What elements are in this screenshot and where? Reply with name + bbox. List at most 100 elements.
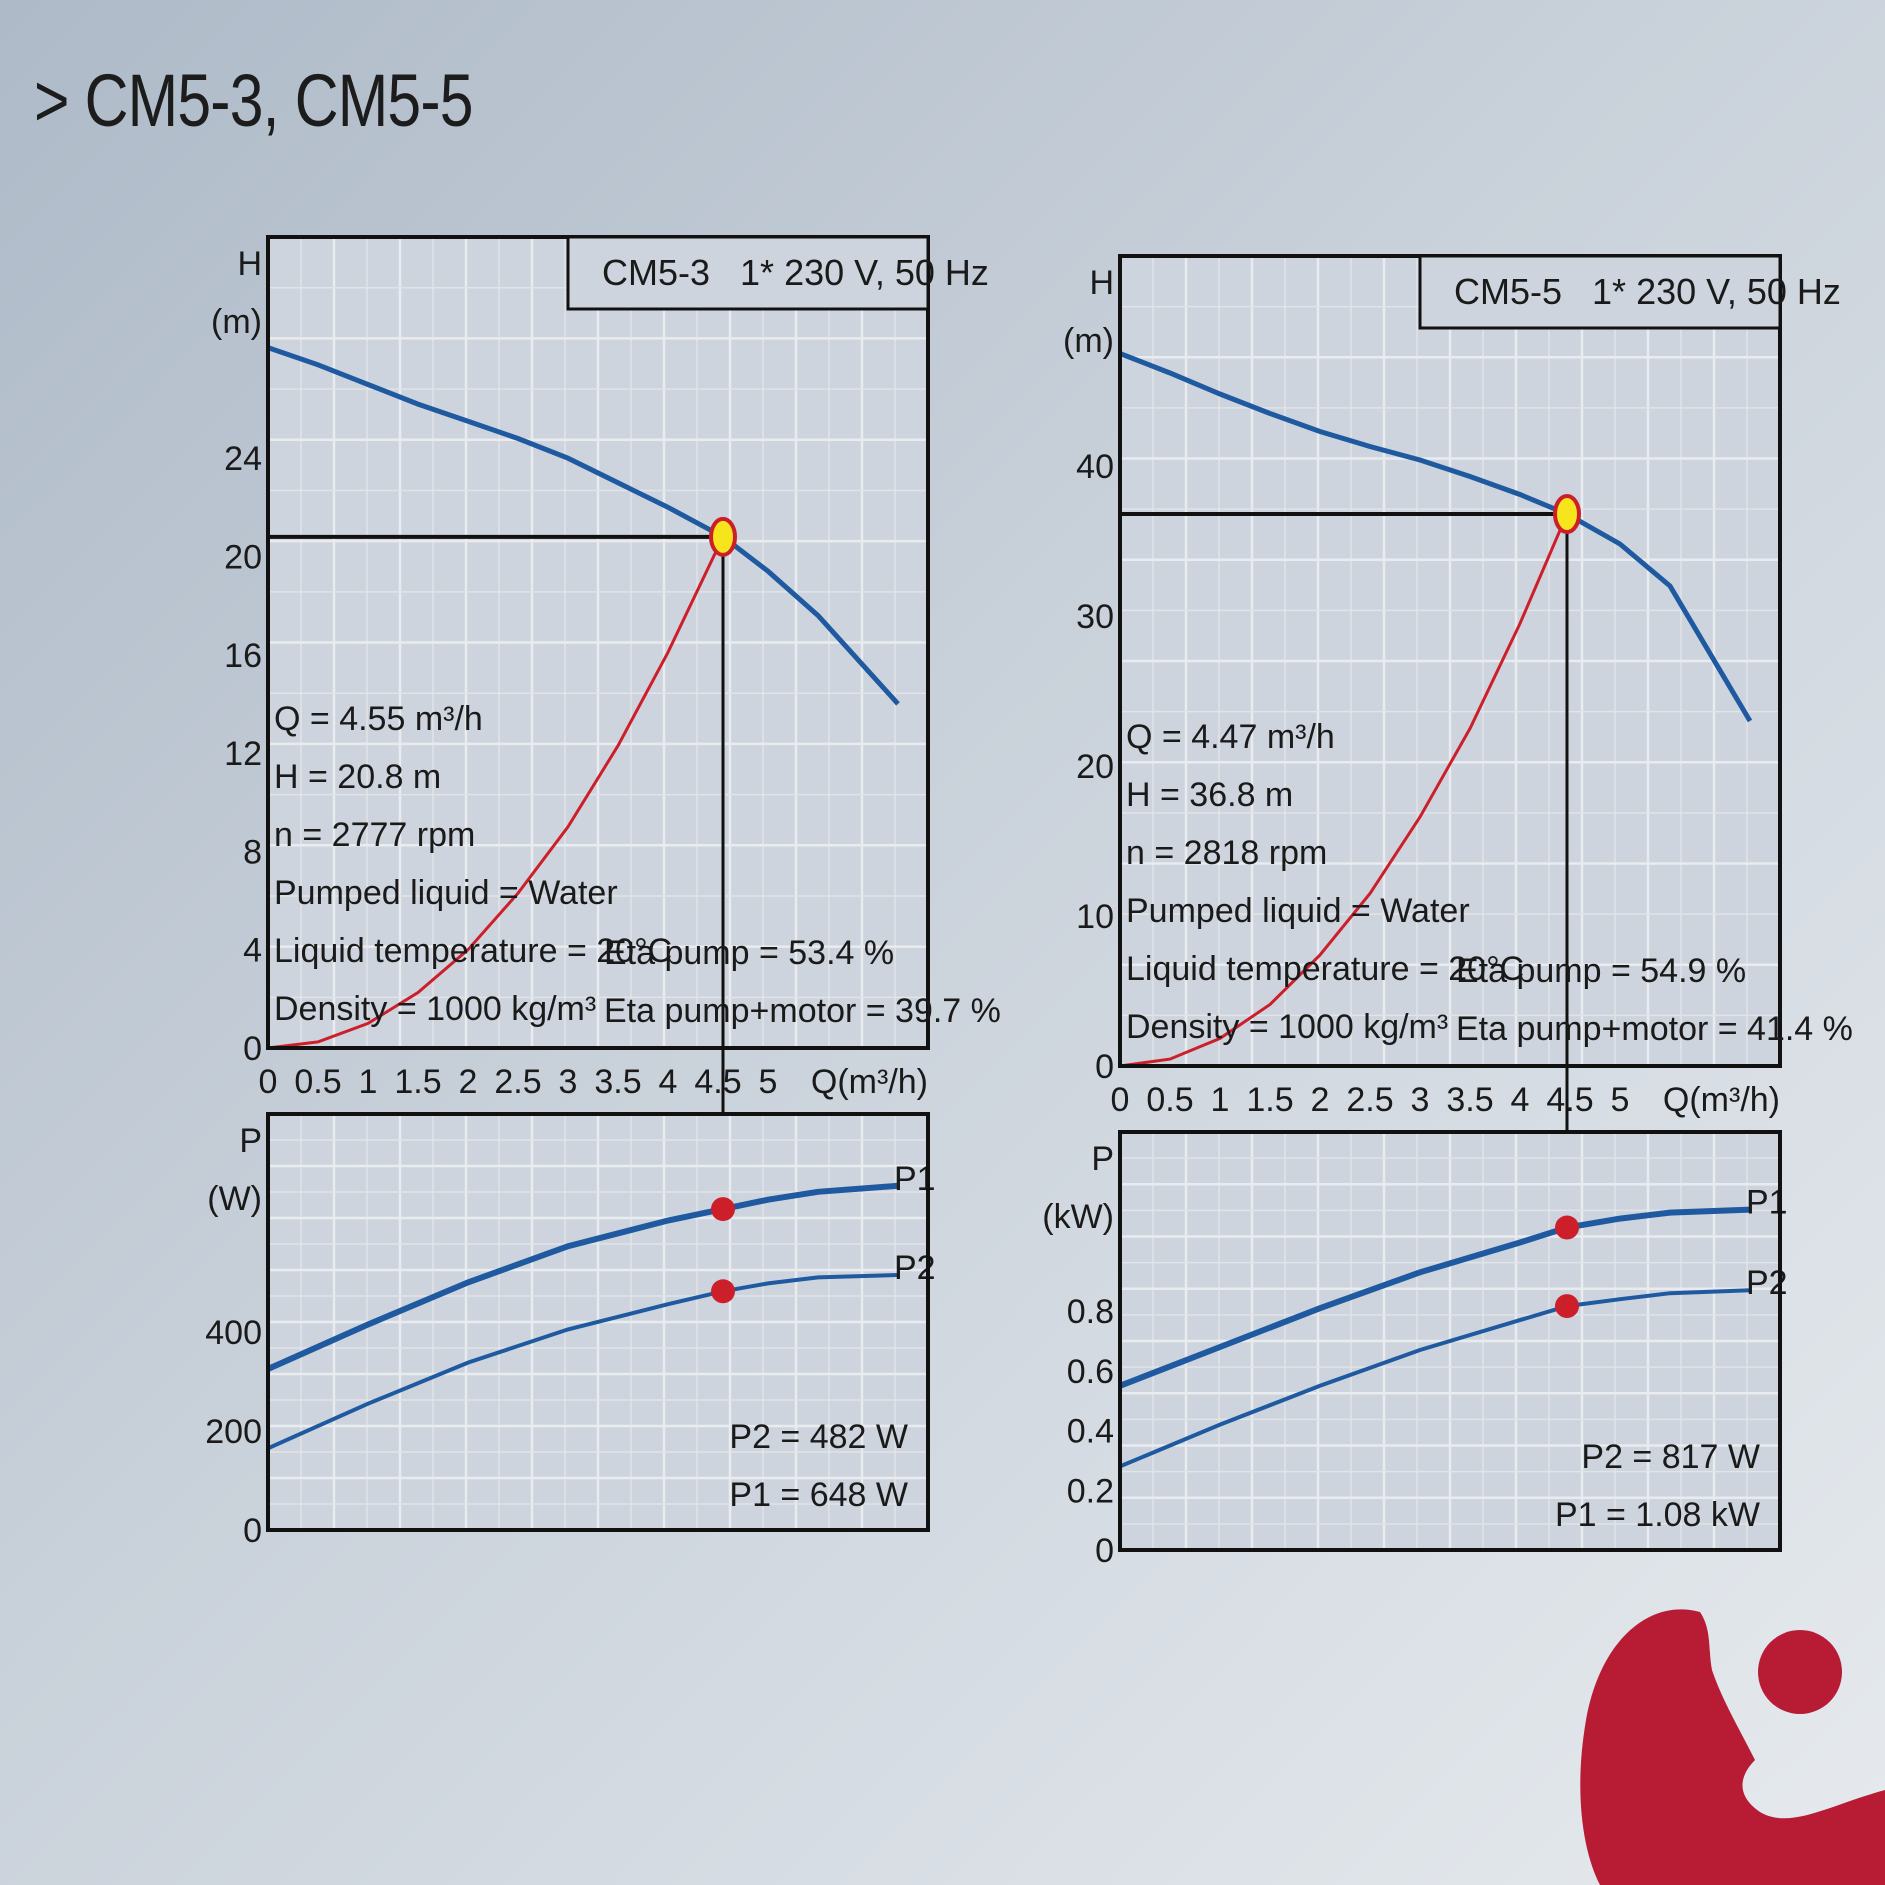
operating-info-line: H = 36.8 m [1126, 776, 1293, 814]
xtick-label: 0.5 [294, 1063, 341, 1101]
head-ytick-label: 8 [243, 833, 262, 871]
power-ylabel: P [1091, 1140, 1114, 1178]
operating-info-line: Q = 4.55 m³/h [274, 700, 483, 738]
head-ytick-label: 30 [1076, 598, 1114, 636]
operating-info-line: Liquid temperature = 20°C [274, 932, 672, 970]
xtick-label: 3 [1411, 1081, 1430, 1119]
head-grid [268, 237, 928, 1048]
xtick-label: 4.5 [694, 1063, 741, 1101]
head-ytick-label: 20 [224, 538, 262, 576]
xtick-label: 1.5 [394, 1063, 441, 1101]
operating-point [1553, 494, 1581, 534]
power-ytick-label: 0 [1095, 1532, 1114, 1570]
power-result-line: P2 = 482 W [729, 1418, 908, 1456]
head-ytick-label: 0 [243, 1030, 262, 1068]
power-operating-marker [711, 1279, 735, 1304]
xtick-label: 4.5 [1546, 1081, 1593, 1119]
power-ylabel: (kW) [1042, 1198, 1114, 1236]
head-ylabel: (m) [1063, 322, 1114, 360]
operating-info-line: Pumped liquid = Water [1126, 892, 1470, 930]
power-operating-marker [1555, 1215, 1579, 1240]
operating-info-line: Liquid temperature = 20°C [1126, 950, 1524, 988]
xtick-label: 2.5 [494, 1063, 541, 1101]
efficiency-line: Eta pump+motor = 41.4 % [1456, 1010, 1853, 1048]
xtick-label: 1 [1211, 1081, 1230, 1119]
operating-info-line: n = 2818 rpm [1126, 834, 1327, 872]
power-result-line: P1 = 648 W [729, 1476, 908, 1514]
xtick-label: 4 [659, 1063, 678, 1101]
xtick-label: 0 [1111, 1081, 1130, 1119]
operating-info-line: H = 20.8 m [274, 758, 441, 796]
xtick-label: 5 [759, 1063, 778, 1101]
power-ytick-label: 0.2 [1067, 1472, 1114, 1510]
xtick-label: 3 [559, 1063, 578, 1101]
logo-dot [1758, 1630, 1842, 1714]
power-ytick-label: 0.4 [1067, 1413, 1114, 1451]
head-ytick-label: 40 [1076, 448, 1114, 486]
power-operating-marker [1555, 1294, 1579, 1319]
power-P2-line [1119, 1288, 1751, 1469]
power-P2-line [267, 1273, 899, 1451]
power-operating-marker [711, 1197, 735, 1222]
efficiency-line: Eta pump = 54.9 % [1456, 952, 1746, 990]
power-ytick-label: 200 [205, 1413, 262, 1451]
power-ylabel: (W) [207, 1180, 262, 1218]
head-ytick-label: 12 [224, 735, 262, 773]
power-result-line: P1 = 1.08 kW [1555, 1496, 1760, 1534]
xtick-label: 1 [359, 1063, 378, 1101]
efficiency-line: Eta pump = 53.4 % [604, 934, 894, 972]
head-pump-curve-line [267, 345, 900, 706]
power-frame [266, 1112, 930, 1532]
operating-info-line: Q = 4.47 m³/h [1126, 718, 1335, 756]
head-ytick-label: 24 [224, 440, 262, 478]
xtick-label: 3.5 [1446, 1081, 1493, 1119]
x-axis-label: Q(m³/h) [1663, 1081, 1780, 1119]
xtick-label: 5 [1611, 1081, 1630, 1119]
operating-info-line: Density = 1000 kg/m³ [274, 990, 596, 1028]
page-title: > CM5-3, CM5-5 [34, 59, 473, 142]
head-system-curve-line [1119, 513, 1569, 1068]
chart-title-box [1418, 254, 1782, 330]
xtick-label: 0.5 [1146, 1081, 1193, 1119]
power-ytick-label: 400 [205, 1314, 262, 1352]
power-ytick-label: 0.6 [1067, 1353, 1114, 1391]
operating-info-line: Pumped liquid = Water [274, 874, 618, 912]
operating-point [709, 516, 737, 557]
power-ytick-label: 0 [243, 1512, 262, 1550]
head-ytick-label: 20 [1076, 748, 1114, 786]
xtick-label: 0 [259, 1063, 278, 1101]
head-pump-curve-line [1119, 351, 1753, 723]
chart-title: CM5-3 1* 230 V, 50 Hz [602, 252, 989, 293]
chart-title: CM5-5 1* 230 V, 50 Hz [1454, 271, 1841, 312]
logo-drop-shape [1580, 1609, 1885, 1885]
efficiency-line: Eta pump+motor = 39.7 % [604, 992, 1001, 1030]
head-ylabel: H [237, 245, 262, 283]
power-frame [1118, 1130, 1782, 1552]
x-axis-label: Q(m³/h) [811, 1063, 928, 1101]
head-system-curve-line [267, 536, 725, 1050]
head-ylabel: H [1089, 264, 1114, 302]
head-ytick-label: 10 [1076, 898, 1114, 936]
xtick-label: 4 [1511, 1081, 1530, 1119]
head-ytick-label: 4 [243, 932, 262, 970]
power-P1-line [266, 1182, 899, 1372]
power-P1-line [1118, 1206, 1751, 1389]
operating-info-line: Density = 1000 kg/m³ [1126, 1008, 1448, 1046]
head-ytick-label: 16 [224, 637, 262, 675]
head-ylabel: (m) [211, 303, 262, 341]
power-result-line: P2 = 817 W [1581, 1438, 1760, 1476]
xtick-label: 2 [1311, 1081, 1330, 1119]
power-ylabel: P [239, 1122, 262, 1160]
operating-info-line: n = 2777 rpm [274, 816, 475, 854]
power-ytick-label: 0.8 [1067, 1293, 1114, 1331]
head-ytick-label: 0 [1095, 1048, 1114, 1086]
xtick-label: 3.5 [594, 1063, 641, 1101]
xtick-label: 1.5 [1246, 1081, 1293, 1119]
chart-title-box [566, 235, 930, 311]
xtick-label: 2.5 [1346, 1081, 1393, 1119]
xtick-label: 2 [459, 1063, 478, 1101]
